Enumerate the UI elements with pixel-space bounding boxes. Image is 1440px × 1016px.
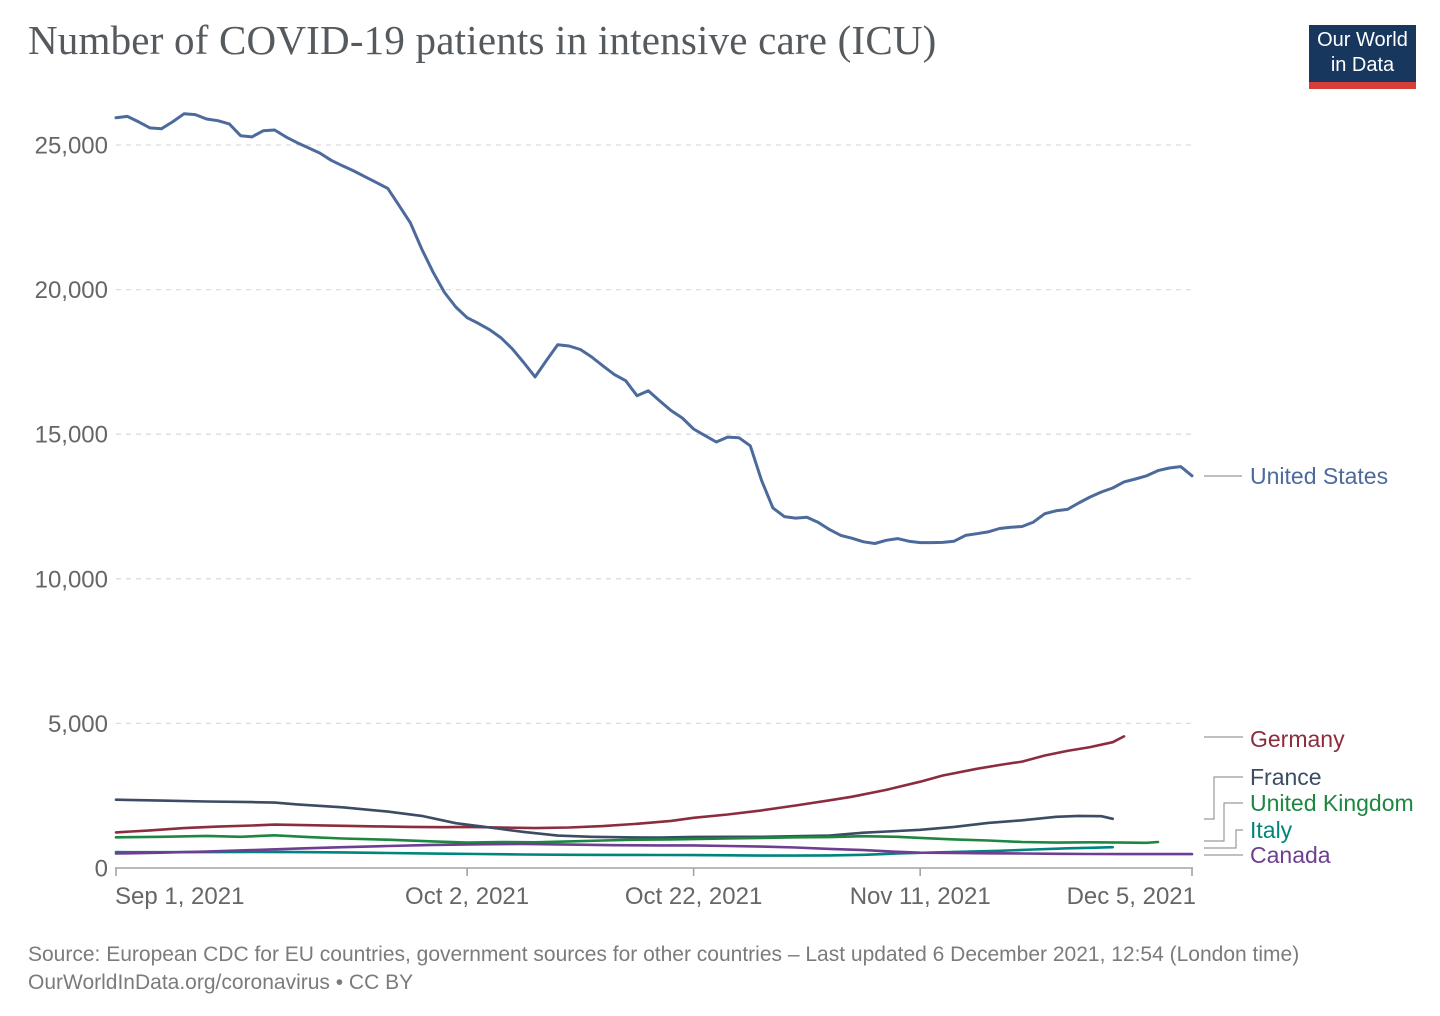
x-tick-label-31: Oct 2, 2021	[405, 883, 529, 910]
y-tick-label-25000: 25,000	[35, 133, 108, 160]
y-tick-label-0: 0	[95, 856, 108, 883]
legend-label-italy[interactable]: Italy	[1250, 817, 1293, 843]
owid-logo-line1: Our World	[1317, 29, 1408, 51]
legend-connector-italy	[1204, 829, 1243, 849]
series-line-germany[interactable]	[114, 735, 1126, 834]
owid-logo[interactable]: Our World in Data	[1309, 25, 1416, 89]
legend-label-united-states[interactable]: United States	[1250, 463, 1388, 489]
x-tick-label-0: Sep 1, 2021	[115, 883, 244, 910]
source-link-line[interactable]: OurWorldInData.org/coronavirus • CC BY	[28, 971, 414, 994]
legend-connector-france	[1204, 776, 1243, 820]
series-line-france[interactable]	[114, 798, 1114, 839]
source-note: Source: European CDC for EU countries, g…	[28, 941, 1418, 997]
source-line: Source: European CDC for EU countries, g…	[28, 943, 1300, 966]
legend-connector-united-kingdom	[1204, 802, 1243, 842]
series-line-canada[interactable]	[114, 842, 1194, 856]
series-line-united-states[interactable]	[114, 112, 1194, 545]
x-tick-label-95: Dec 5, 2021	[1067, 883, 1196, 910]
x-tick-label-51: Oct 22, 2021	[625, 883, 762, 910]
series-line-italy[interactable]	[114, 845, 1114, 857]
y-tick-label-5000: 5,000	[48, 711, 108, 738]
legend-label-germany[interactable]: Germany	[1250, 726, 1345, 752]
page-title: Number of COVID-19 patients in intensive…	[28, 17, 937, 63]
owid-logo-line2: in Data	[1330, 54, 1395, 76]
x-tick-label-71: Nov 11, 2021	[850, 883, 991, 910]
legend-label-canada[interactable]: Canada	[1250, 842, 1331, 868]
series-line-united-kingdom[interactable]	[114, 833, 1160, 845]
y-tick-label-15000: 15,000	[35, 422, 108, 449]
y-tick-label-10000: 10,000	[35, 566, 108, 593]
legend-label-united-kingdom[interactable]: United Kingdom	[1250, 790, 1414, 816]
legend-label-france[interactable]: France	[1250, 764, 1322, 790]
y-tick-label-20000: 20,000	[35, 277, 108, 304]
